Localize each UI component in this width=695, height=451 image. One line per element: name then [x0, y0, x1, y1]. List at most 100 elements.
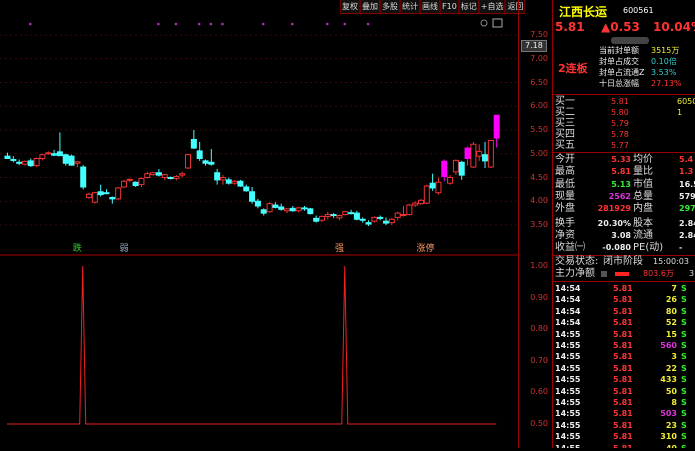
bid-row: 买五 5.77: [555, 140, 695, 151]
quote-row: 最高 5.81 量比 1.3: [555, 166, 695, 177]
candle: [318, 215, 325, 223]
bid-volume: 6050: [677, 97, 695, 106]
quote-value: 2.84亿: [679, 230, 695, 240]
tick-side: S: [681, 420, 687, 430]
price-tick: 6.50: [530, 77, 548, 87]
candle: [458, 160, 465, 180]
toolbar-button[interactable]: 多股: [380, 0, 400, 13]
tick-side: S: [681, 352, 687, 362]
tick-volume: 7: [671, 284, 677, 293]
candle: [324, 211, 331, 220]
candle: [219, 175, 226, 185]
candle: [388, 217, 395, 225]
quote-value: -: [679, 243, 683, 253]
candle: [56, 132, 63, 157]
candle: [482, 141, 489, 168]
quote-label: 量比: [633, 166, 653, 178]
candle: [406, 203, 413, 216]
signal-label: 涨停: [416, 242, 434, 254]
bid-volume: 1: [677, 108, 683, 117]
quote-label: 换手: [555, 217, 575, 229]
quote-label: 流通: [633, 229, 653, 241]
quote-value: 1.3: [679, 167, 694, 177]
tick-price: 5.81: [613, 375, 633, 385]
quote-value: 5.33: [611, 155, 631, 164]
kline-svg[interactable]: 跌 弱 强 涨停: [0, 0, 518, 448]
toolbar-button[interactable]: 标记: [458, 0, 479, 13]
quote-value: 29791: [679, 204, 695, 214]
tick-side: S: [681, 363, 687, 373]
candle: [412, 201, 419, 207]
candle: [74, 160, 81, 168]
seal-value: 27.13%: [651, 79, 682, 88]
tick-time: 14:55: [555, 398, 581, 407]
candle: [10, 156, 17, 163]
settings-icon[interactable]: [480, 19, 488, 27]
candle: [394, 211, 401, 221]
window-icon[interactable]: [492, 18, 503, 28]
quote-label: PE(动): [633, 242, 664, 254]
tick-row: 14:55 5.81 40 S: [555, 444, 695, 448]
seal-label: 封单占流通Z: [599, 68, 645, 77]
toolbar-button[interactable]: 画线: [420, 0, 440, 13]
signal-dot: [325, 22, 329, 26]
tick-price: 5.81: [613, 409, 633, 419]
candle: [167, 176, 174, 180]
tick-row: 14:54 5.81 26 S: [555, 295, 695, 306]
tick-side: S: [681, 375, 687, 385]
tick-time: 14:55: [555, 329, 581, 339]
seal-value: 3.53%: [651, 68, 677, 77]
tick-volume: 80: [665, 306, 677, 316]
tick-volume: 23: [665, 420, 677, 430]
bid-price: 5.79: [611, 119, 629, 128]
candle: [417, 198, 424, 206]
tick-row: 14:55 5.81 15 S: [555, 330, 695, 341]
toolbar-button[interactable]: F10: [440, 0, 459, 13]
signal-dot: [343, 22, 347, 26]
signal-dot: [291, 22, 294, 26]
candle: [120, 179, 127, 188]
price-tick: 3.50: [530, 220, 548, 229]
candle: [132, 181, 139, 187]
signal-label: 弱: [119, 243, 128, 254]
tick-time: 14:55: [555, 444, 580, 448]
candle: [80, 165, 87, 190]
quote-panel: 江西长运 600561 5.81 ▲0.53 10.04% 2连板 当前封单额 3…: [553, 0, 695, 448]
candle: [301, 206, 308, 211]
tick-volume: 52: [665, 318, 677, 328]
candle: [190, 130, 197, 149]
seal-label: 十日总涨幅: [599, 79, 639, 88]
candle: [109, 196, 116, 204]
bid-label: 买五: [555, 140, 575, 151]
kline-chart[interactable]: 跌 弱 强 涨停: [0, 0, 518, 448]
tick-side: S: [681, 409, 687, 419]
bid-price: 5.78: [611, 130, 629, 139]
tick-volume: 26: [665, 295, 677, 305]
toolbar-button[interactable]: 返回: [505, 0, 526, 13]
bid-price: 5.80: [611, 108, 629, 117]
collapse-tab[interactable]: [611, 37, 649, 44]
bid-price: 5.77: [611, 141, 629, 150]
tick-side: S: [681, 329, 687, 339]
candle: [278, 203, 285, 211]
divider: [553, 94, 695, 95]
tick-volume: 40: [666, 444, 677, 448]
candle: [144, 171, 151, 179]
quote-label: 市值: [633, 178, 653, 190]
tick-side: S: [681, 295, 687, 305]
candle: [348, 209, 355, 215]
tick-price: 5.81: [613, 363, 633, 373]
board-count: 2连板: [558, 62, 588, 75]
toolbar-button[interactable]: 叠加: [360, 0, 380, 13]
tick-price: 5.81: [613, 432, 633, 442]
quote-value: 281929: [597, 204, 631, 214]
tick-volume: 310: [660, 432, 677, 442]
signal-dot: [366, 22, 370, 26]
toolbar-button[interactable]: 复权: [340, 0, 360, 13]
indicator-line: [7, 265, 497, 425]
candle: [336, 214, 343, 221]
tick-time: 14:55: [555, 409, 581, 419]
toolbar-button[interactable]: 统计: [400, 0, 420, 13]
bid-label: 买二: [555, 107, 575, 118]
toolbar-button[interactable]: +自选: [478, 0, 506, 13]
